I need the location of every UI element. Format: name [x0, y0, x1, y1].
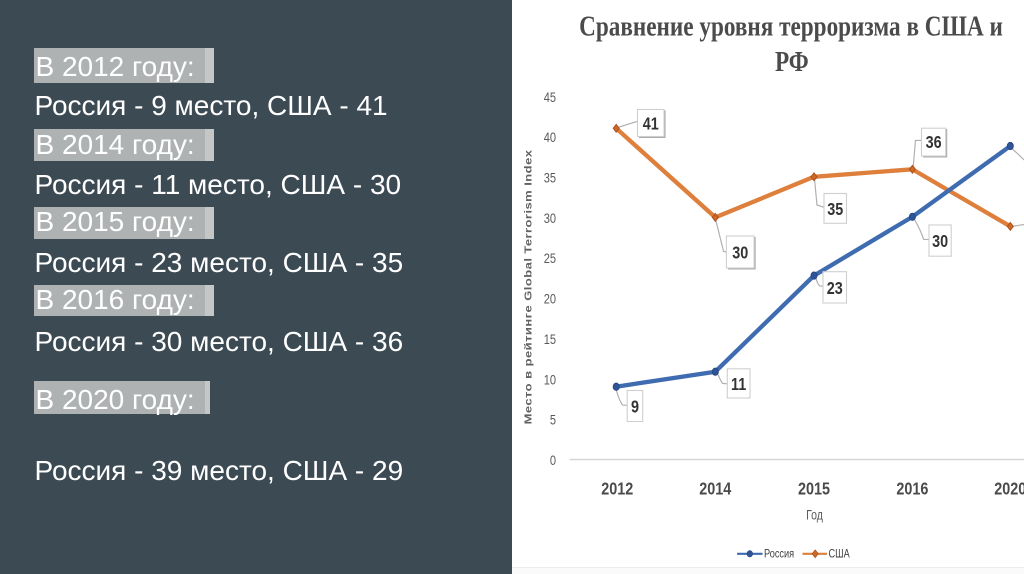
- svg-text:30: 30: [932, 232, 948, 252]
- svg-text:2012: 2012: [601, 479, 633, 499]
- svg-text:США: США: [829, 549, 850, 561]
- svg-text:Место в рейтинге Global Terror: Место в рейтинге Global Terrorism Index: [523, 150, 534, 425]
- svg-text:45: 45: [544, 90, 556, 105]
- svg-text:2015: 2015: [798, 479, 830, 499]
- svg-text:Год: Год: [806, 507, 823, 523]
- svg-text:30: 30: [544, 211, 556, 226]
- svg-text:9: 9: [631, 397, 639, 417]
- svg-text:РФ: РФ: [775, 46, 809, 78]
- svg-text:41: 41: [643, 114, 659, 134]
- svg-text:11: 11: [731, 374, 746, 394]
- svg-text:2016: 2016: [896, 479, 928, 499]
- svg-text:30: 30: [732, 243, 748, 263]
- svg-text:5: 5: [550, 413, 556, 428]
- svg-text:15: 15: [544, 332, 556, 347]
- svg-text:40: 40: [544, 130, 556, 145]
- svg-text:35: 35: [544, 170, 556, 185]
- svg-text:20: 20: [544, 292, 556, 307]
- svg-text:0: 0: [550, 453, 556, 468]
- svg-text:Россия: Россия: [764, 549, 794, 561]
- svg-text:35: 35: [827, 199, 843, 219]
- svg-text:25: 25: [544, 251, 556, 266]
- svg-text:10: 10: [544, 372, 556, 387]
- svg-text:23: 23: [827, 278, 843, 298]
- svg-text:2020: 2020: [994, 479, 1024, 499]
- svg-text:Сравнение уровня терроризма в: Сравнение уровня терроризма в США и: [579, 10, 1003, 42]
- svg-text:36: 36: [926, 133, 942, 153]
- svg-text:2014: 2014: [699, 479, 731, 499]
